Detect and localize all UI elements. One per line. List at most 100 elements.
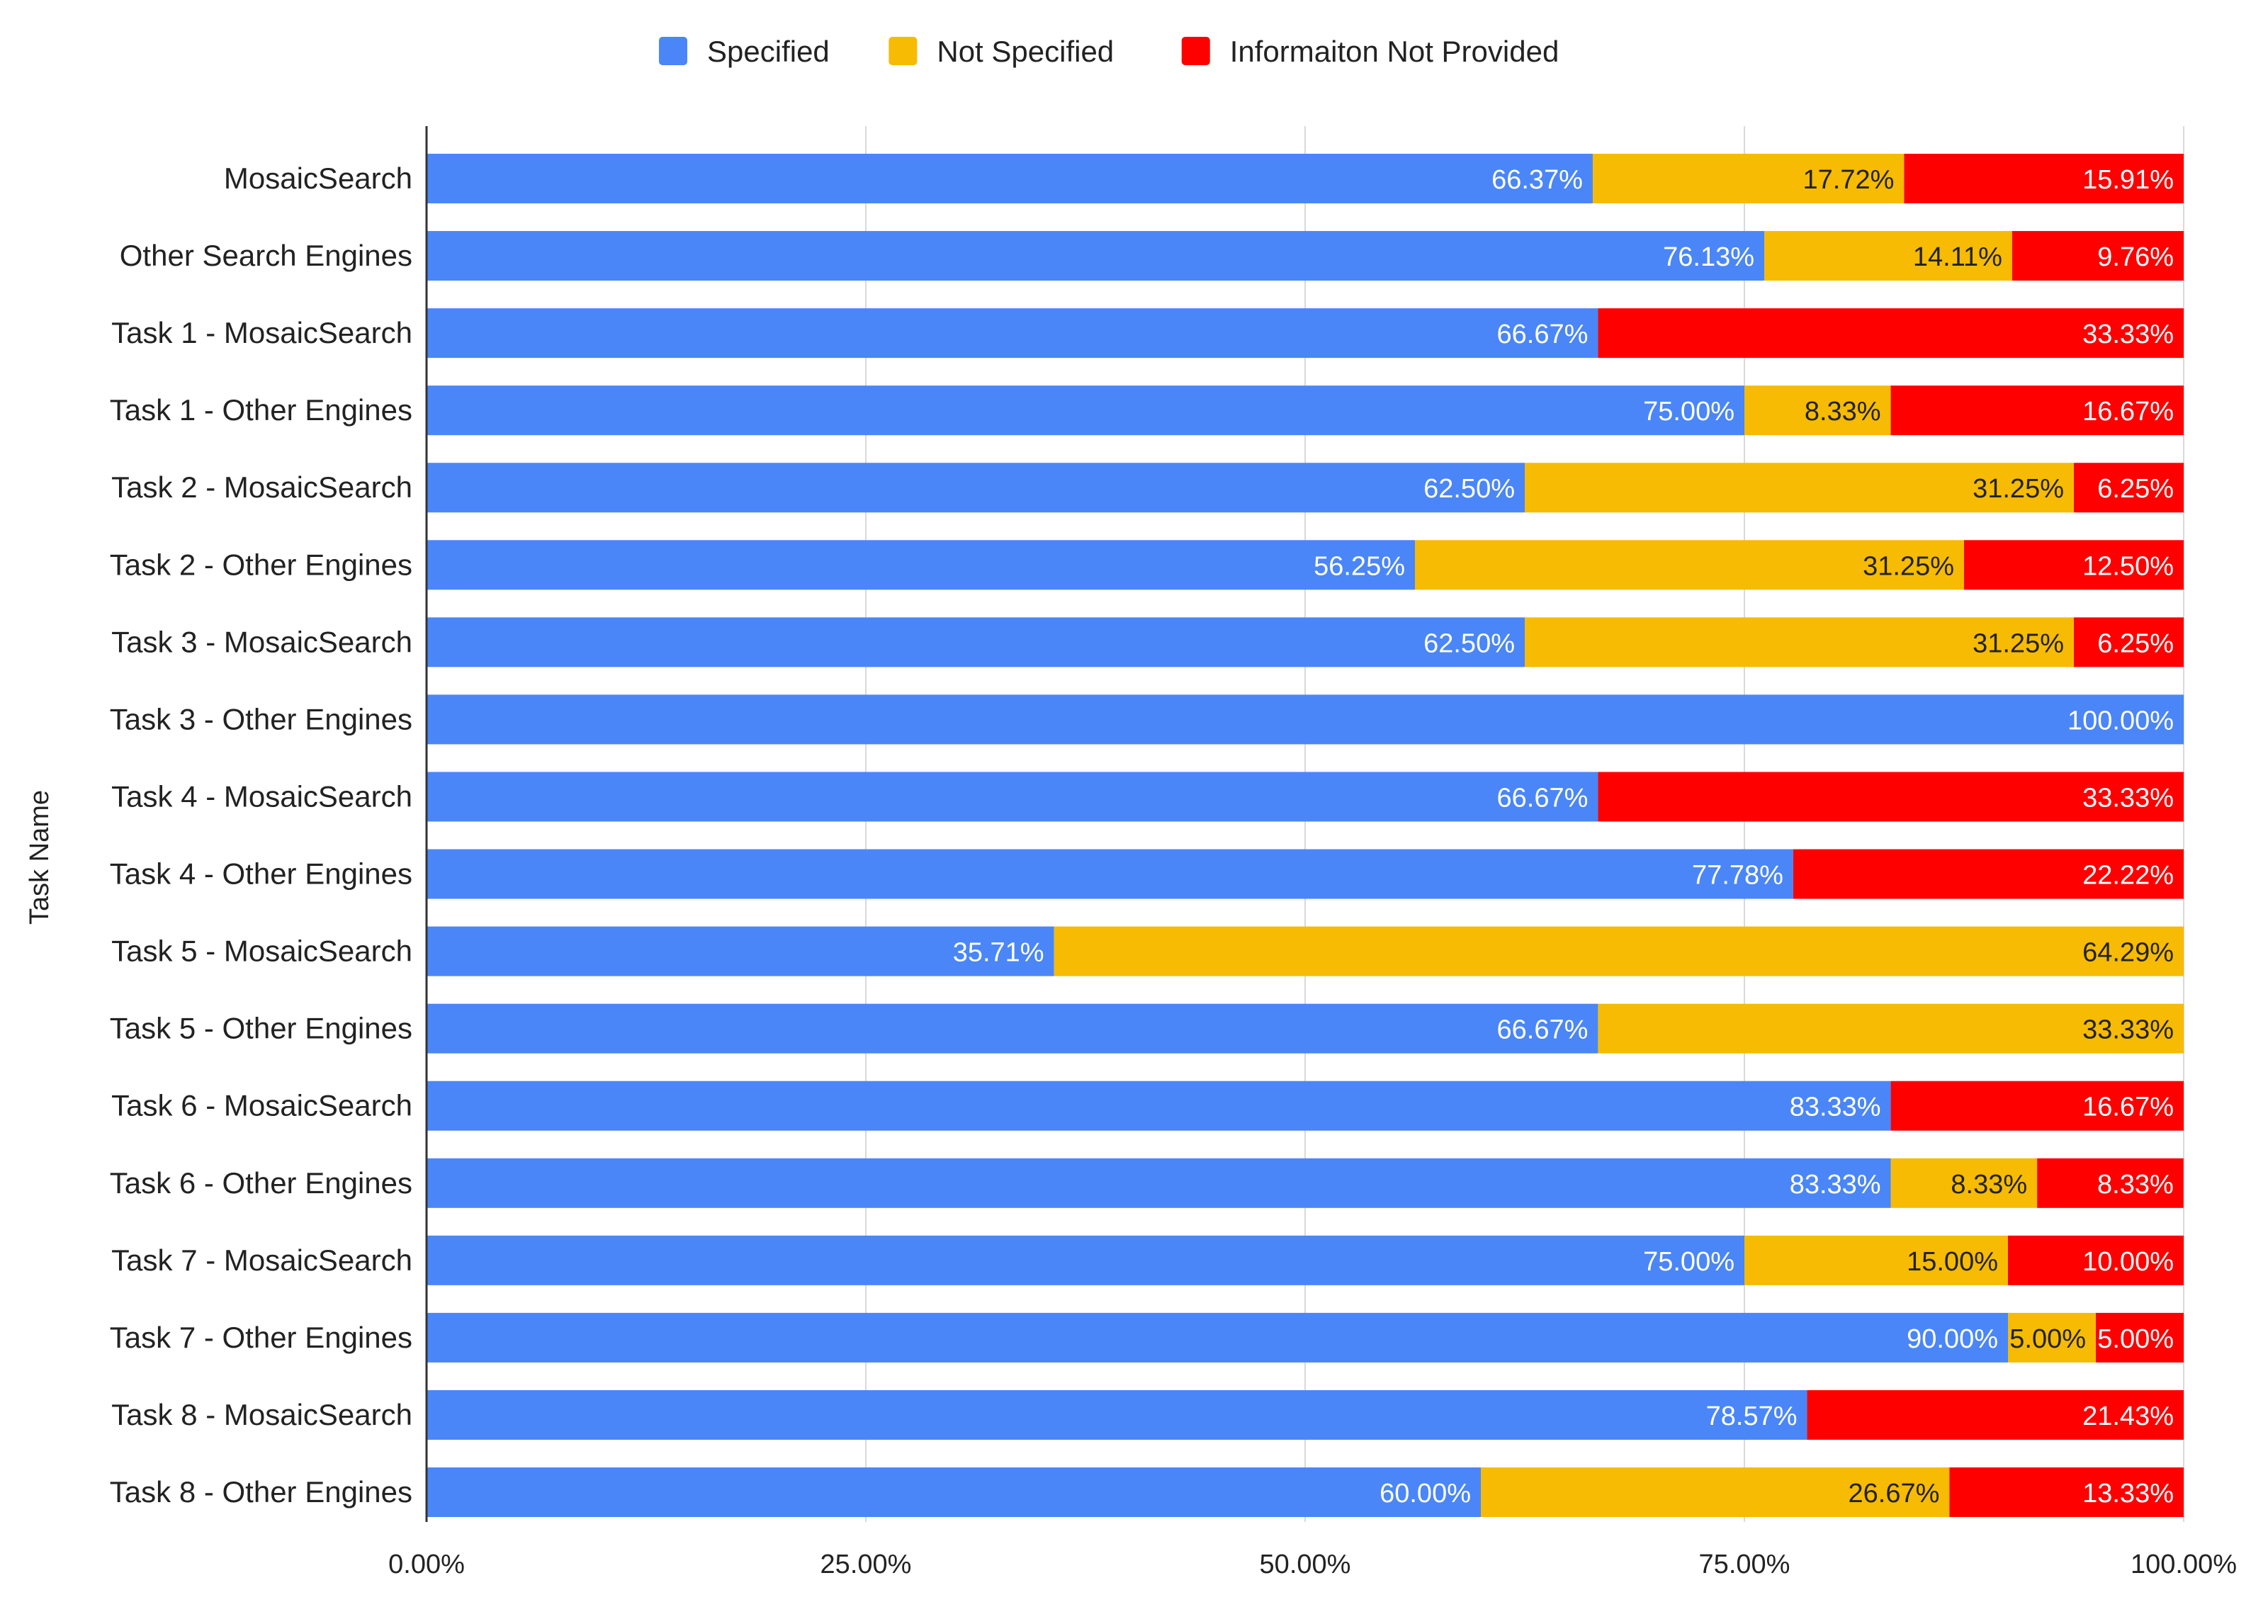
legend-label: Specified: [707, 35, 830, 68]
data-label: 100.00%: [2067, 706, 2174, 735]
bar-segment-informaiton-not-provided: [1949, 1467, 2184, 1518]
bar-segment-informaiton-not-provided: [2074, 617, 2184, 667]
data-label: 6.25%: [2097, 628, 2174, 658]
bar-segment-specified: [427, 1003, 1598, 1054]
gridlines: [865, 126, 2184, 1522]
bar-segment-not-specified: [1764, 231, 2012, 281]
bar-segment-specified: [427, 926, 1054, 976]
bar-segment-specified: [427, 617, 1525, 667]
bar-segment-specified: [427, 1312, 2008, 1363]
legend-item-informaiton-not-provided: Informaiton Not Provided: [1181, 35, 1559, 68]
data-label: 83.33%: [1790, 1093, 1881, 1122]
bar-segment-not-specified: [1054, 926, 2184, 976]
bar-segment-not-specified: [1592, 154, 1905, 203]
data-label: 66.67%: [1497, 320, 1589, 349]
bar-segment-not-specified: [1890, 1158, 2038, 1208]
legend: Specified Not Specified Informaiton Not Pr…: [659, 35, 1559, 68]
data-label: 31.25%: [1973, 628, 2064, 658]
x-tick-label: 25.00%: [820, 1550, 912, 1579]
data-label: 83.33%: [1790, 1170, 1881, 1200]
bar-segment-not-specified: [2008, 1312, 2096, 1363]
category-label: Task 4 - MosaicSearch: [111, 779, 412, 813]
data-label: 15.00%: [1907, 1247, 1998, 1277]
bar-segment-specified: [427, 1467, 1481, 1518]
bar-segment-informaiton-not-provided: [1904, 154, 2184, 203]
bar-segment-specified: [427, 540, 1415, 590]
bar-segment-specified: [427, 1389, 1807, 1440]
legend-label: Not Specified: [937, 35, 1114, 68]
bar-segment-specified: [427, 231, 1765, 281]
data-label: 5.00%: [2009, 1324, 2086, 1354]
data-label: 5.00%: [2097, 1324, 2174, 1354]
y-axis: MosaicSearch Other Search Engines Task 1 -…: [110, 126, 428, 1522]
data-label: 16.67%: [2082, 397, 2174, 427]
data-label: 14.11%: [1913, 242, 2002, 272]
category-label: Task 1 - MosaicSearch: [111, 316, 412, 349]
data-label: 66.67%: [1497, 1015, 1589, 1045]
data-label: 16.67%: [2082, 1093, 2174, 1122]
bar-segment-specified: [427, 772, 1598, 822]
legend-swatch: [1181, 37, 1210, 65]
bar-segment-not-specified: [1481, 1467, 1950, 1518]
data-label: 31.25%: [1973, 474, 2064, 504]
legend-item-specified: Specified: [659, 35, 830, 68]
data-label: 33.33%: [2082, 320, 2174, 349]
data-label: 26.67%: [1849, 1479, 1940, 1509]
bar-segment-specified: [427, 308, 1598, 359]
category-label: Task 5 - MosaicSearch: [111, 935, 412, 968]
data-label: 76.13%: [1663, 242, 1754, 272]
data-label: 66.37%: [1491, 165, 1583, 195]
bar-segment-specified: [427, 1081, 1891, 1131]
x-tick-label: 75.00%: [1699, 1550, 1790, 1579]
bar-segment-informaiton-not-provided: [1598, 772, 2184, 822]
x-tick-label: 100.00%: [2131, 1550, 2237, 1579]
bar-segment-informaiton-not-provided: [2008, 1235, 2184, 1285]
bar-segment-not-specified: [1598, 1003, 2184, 1054]
data-label: 8.33%: [1951, 1170, 2027, 1200]
data-label: 90.00%: [1907, 1324, 1998, 1354]
bar-segment-not-specified: [1744, 385, 1891, 436]
bar-segment-informaiton-not-provided: [2096, 1312, 2184, 1363]
bar-segment-specified: [427, 463, 1525, 513]
x-axis: 0.00% 25.00% 50.00% 75.00% 100.00%: [388, 1550, 2237, 1579]
data-label: 10.00%: [2082, 1247, 2174, 1277]
category-label: Task 2 - Other Engines: [110, 548, 412, 581]
category-label: Other Search Engines: [120, 239, 412, 272]
data-label: 12.50%: [2082, 551, 2174, 581]
data-label: 62.50%: [1423, 628, 1515, 658]
data-label: 8.33%: [2097, 1170, 2174, 1200]
bar-segment-not-specified: [1525, 617, 2074, 667]
data-label: 13.33%: [2082, 1479, 2174, 1509]
data-label: 8.33%: [1805, 397, 1881, 427]
data-label: 62.50%: [1423, 474, 1515, 504]
data-label: 78.57%: [1706, 1402, 1798, 1431]
bar-segment-specified: [427, 385, 1744, 436]
category-label: Task 3 - Other Engines: [110, 702, 412, 735]
bar-segment-not-specified: [1744, 1235, 2008, 1285]
category-label: MosaicSearch: [224, 162, 412, 195]
category-label: Task 8 - MosaicSearch: [111, 1398, 412, 1431]
category-label: Task 5 - Other Engines: [110, 1012, 412, 1045]
bar-segment-informaiton-not-provided: [2037, 1158, 2184, 1208]
category-label: Task 3 - MosaicSearch: [111, 625, 412, 658]
category-label: Task 2 - MosaicSearch: [111, 470, 412, 504]
bar-segment-informaiton-not-provided: [1964, 540, 2184, 590]
legend-item-not-specified: Not Specified: [888, 35, 1114, 68]
data-label: 31.25%: [1863, 551, 1954, 581]
bar-segment-informaiton-not-provided: [2074, 463, 2184, 513]
data-label: 66.67%: [1497, 783, 1589, 813]
bar-segment-not-specified: [1525, 463, 2074, 513]
data-label: 33.33%: [2082, 1015, 2174, 1045]
bar-segment-specified: [427, 849, 1793, 899]
data-label: 22.22%: [2082, 861, 2174, 891]
data-label: 15.91%: [2082, 165, 2174, 195]
data-label: 56.25%: [1314, 551, 1405, 581]
category-label: Task 4 - Other Engines: [110, 857, 412, 891]
bar-segment-specified: [427, 1158, 1891, 1208]
category-label: Task 6 - MosaicSearch: [111, 1089, 412, 1122]
data-label: 75.00%: [1643, 397, 1734, 427]
legend-swatch: [888, 37, 918, 65]
category-label: Task 7 - MosaicSearch: [111, 1244, 412, 1277]
bar-segment-informaiton-not-provided: [2012, 231, 2184, 281]
